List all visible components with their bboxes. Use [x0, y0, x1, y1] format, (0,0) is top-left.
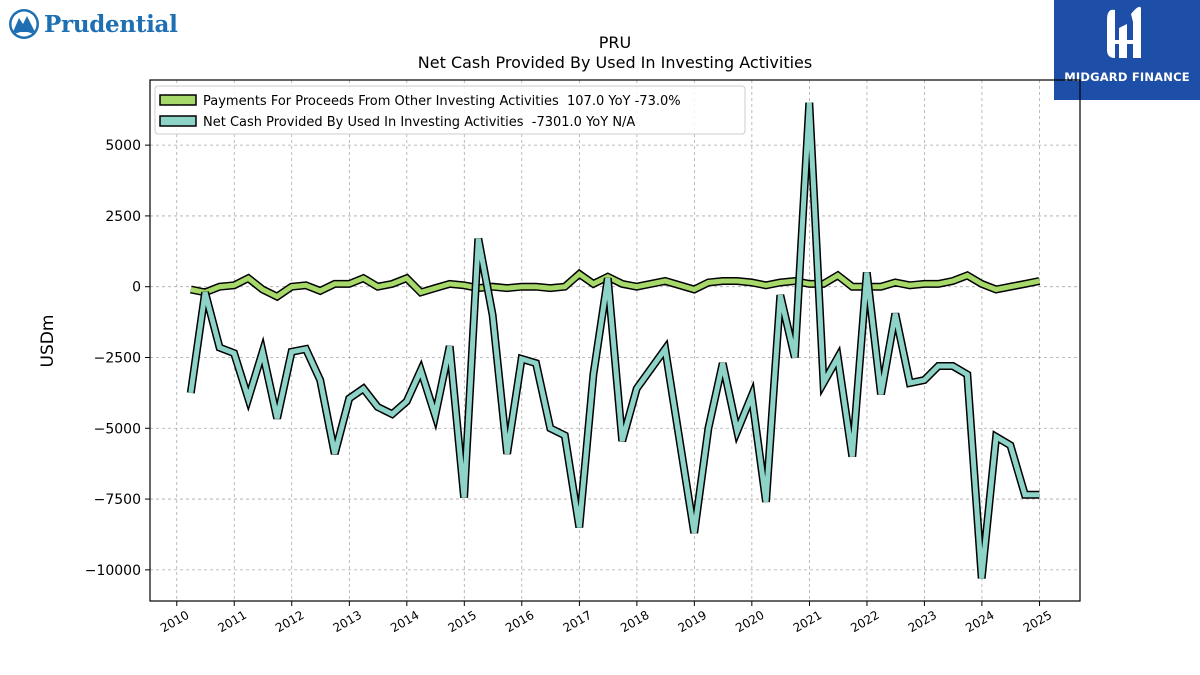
- x-axis: 2010 2011 2012 2013 2014 2015 2016 2017 2018 2019…: [158, 601, 1054, 635]
- midgard-finance-logo: MIDGARD FINANCE: [1054, 0, 1200, 100]
- series-payments-other-investing: [190, 270, 1040, 300]
- midgard-emblem-icon: [1107, 6, 1141, 58]
- legend-swatch-payments: [159, 94, 197, 106]
- y-tick-label: −10000: [85, 563, 141, 579]
- y-tick-label: 5000: [105, 138, 141, 154]
- y-tick-label: 0: [132, 280, 141, 296]
- y-tick-label: −7500: [94, 492, 141, 508]
- legend-box: [154, 85, 746, 135]
- legend: Payments For Proceeds From Other Investi…: [154, 85, 746, 135]
- x-tick-label: 2013: [331, 608, 364, 635]
- x-tick-label: 2010: [158, 608, 191, 635]
- grid: [150, 80, 1080, 601]
- chart-title: PRU: [599, 33, 631, 52]
- rock-emblem-icon: [9, 9, 39, 39]
- y-axis-label: USDm: [38, 315, 58, 368]
- x-tick-label: 2022: [848, 608, 881, 635]
- chart-subtitle: Net Cash Provided By Used In Investing A…: [418, 53, 812, 72]
- plot-frame: [149, 79, 1081, 602]
- series-net-cash-investing: [188, 102, 1040, 579]
- prudential-logo-text: Prudential: [44, 10, 178, 38]
- x-tick-label: 2015: [446, 608, 479, 635]
- x-tick-label: 2024: [963, 608, 996, 635]
- x-tick-label: 2016: [503, 608, 536, 635]
- x-tick-label: 2011: [216, 608, 249, 635]
- x-tick-label: 2021: [791, 608, 824, 635]
- x-tick-label: 2014: [388, 608, 421, 635]
- y-tick-label: −5000: [94, 421, 141, 437]
- x-tick-label: 2018: [618, 608, 651, 635]
- x-tick-label: 2017: [561, 608, 594, 635]
- x-tick-label: 2025: [1021, 608, 1054, 635]
- y-axis: 5000 2500 0 −2500 −5000 −7500 −10000: [85, 138, 150, 579]
- y-tick-label: −2500: [94, 350, 141, 366]
- series-lines: [186, 102, 1041, 579]
- x-tick-label: 2019: [676, 608, 709, 635]
- y-tick-label: 2500: [105, 209, 141, 225]
- prudential-logo: Prudential: [8, 8, 178, 40]
- x-tick-label: 2012: [273, 608, 306, 635]
- legend-swatch-net-cash: [159, 115, 197, 127]
- x-tick-label: 2023: [906, 608, 939, 635]
- x-tick-label: 2020: [733, 608, 766, 635]
- legend-entry-payments: Payments For Proceeds From Other Investi…: [203, 94, 681, 109]
- midgard-finance-logo-text: MIDGARD FINANCE: [1064, 70, 1190, 84]
- legend-entry-net-cash: Net Cash Provided By Used In Investing A…: [203, 115, 635, 130]
